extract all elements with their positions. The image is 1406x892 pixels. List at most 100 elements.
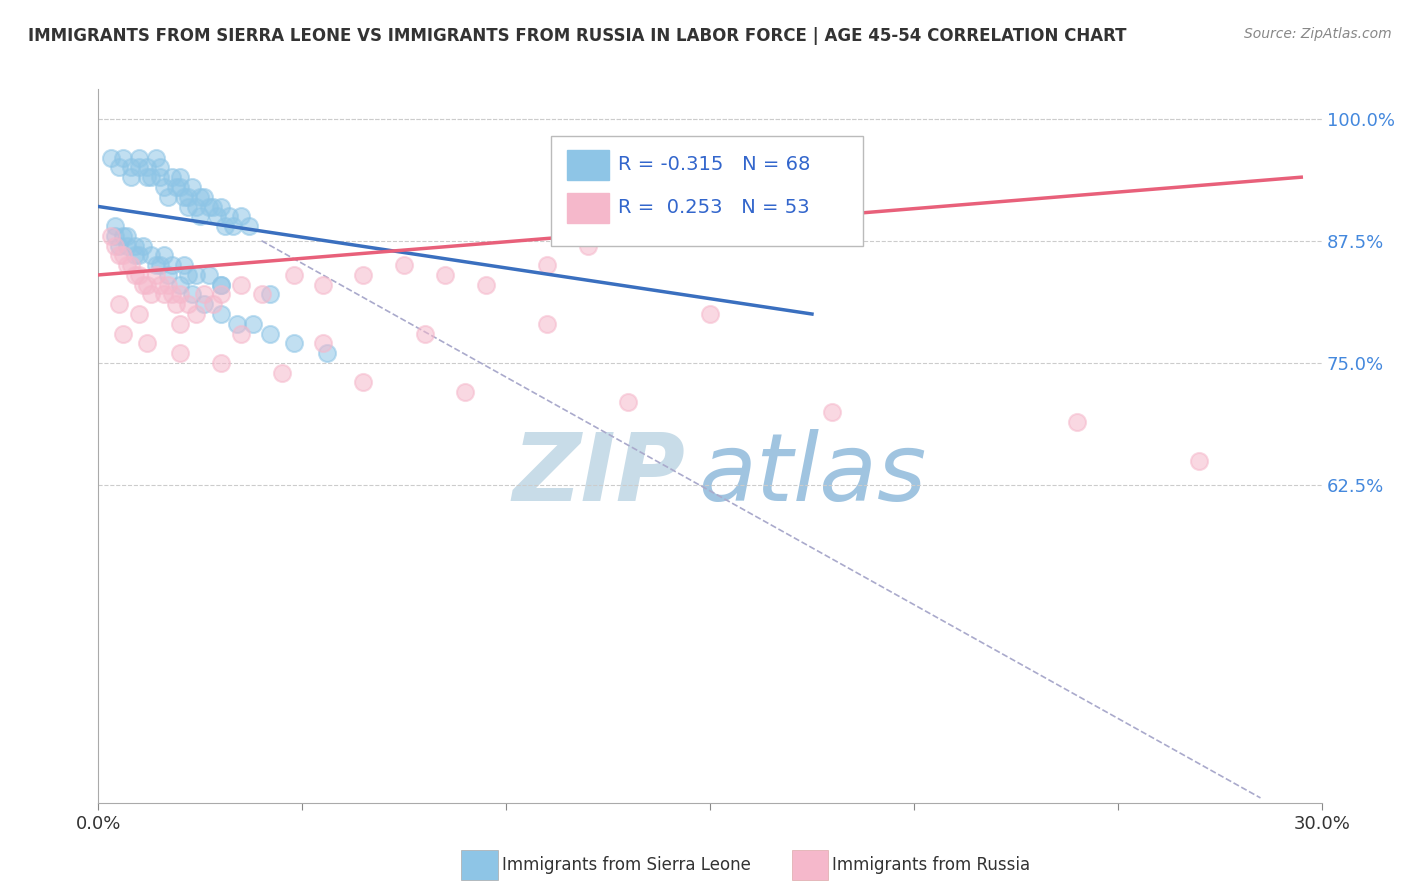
Point	[576, 238, 599, 252]
Point	[152, 287, 174, 301]
Point	[160, 258, 183, 272]
Point	[111, 248, 134, 262]
Point	[238, 219, 260, 233]
Point	[124, 268, 146, 282]
Point	[152, 180, 174, 194]
Point	[104, 228, 127, 243]
Point	[821, 405, 844, 419]
Point	[193, 190, 215, 204]
Point	[312, 277, 335, 292]
Point	[141, 170, 163, 185]
Point	[149, 170, 172, 185]
Point	[124, 238, 146, 252]
Point	[169, 180, 191, 194]
Point	[186, 307, 208, 321]
Text: Source: ZipAtlas.com: Source: ZipAtlas.com	[1244, 27, 1392, 41]
Point	[259, 326, 281, 341]
Point	[156, 277, 179, 292]
Point	[108, 238, 131, 252]
Point	[1188, 453, 1211, 467]
Point	[124, 248, 146, 262]
Point	[136, 161, 159, 175]
Point	[108, 297, 131, 311]
Point	[181, 180, 204, 194]
Point	[160, 170, 183, 185]
Point	[100, 228, 122, 243]
Point	[104, 219, 127, 233]
Point	[454, 385, 477, 400]
Point	[270, 366, 294, 380]
Point	[209, 200, 232, 214]
Point	[699, 307, 721, 321]
Point	[209, 287, 232, 301]
Point	[658, 170, 681, 185]
Point	[128, 307, 150, 321]
Point	[193, 297, 215, 311]
Point	[156, 268, 179, 282]
Point	[283, 268, 305, 282]
Point	[136, 277, 159, 292]
Point	[197, 200, 219, 214]
Point	[209, 307, 232, 321]
Point	[177, 190, 200, 204]
Text: ZIP: ZIP	[513, 428, 686, 521]
Point	[120, 170, 142, 185]
Point	[120, 161, 142, 175]
Point	[536, 258, 558, 272]
Point	[141, 287, 163, 301]
Point	[209, 356, 232, 370]
Text: Immigrants from Sierra Leone: Immigrants from Sierra Leone	[502, 856, 751, 874]
Point	[100, 151, 122, 165]
Point	[111, 326, 134, 341]
Point	[218, 209, 240, 223]
Point	[205, 209, 228, 223]
Point	[149, 161, 172, 175]
Point	[352, 268, 374, 282]
Point	[132, 238, 155, 252]
Point	[315, 346, 337, 360]
Point	[149, 277, 172, 292]
Point	[173, 190, 195, 204]
Point	[169, 277, 191, 292]
Point	[115, 228, 138, 243]
Text: IMMIGRANTS FROM SIERRA LEONE VS IMMIGRANTS FROM RUSSIA IN LABOR FORCE | AGE 45-5: IMMIGRANTS FROM SIERRA LEONE VS IMMIGRAN…	[28, 27, 1126, 45]
FancyBboxPatch shape	[567, 193, 609, 223]
Point	[177, 297, 200, 311]
Point	[136, 170, 159, 185]
Point	[392, 258, 416, 272]
Point	[231, 209, 253, 223]
Text: Immigrants from Russia: Immigrants from Russia	[832, 856, 1031, 874]
Point	[283, 336, 305, 351]
FancyBboxPatch shape	[567, 150, 609, 180]
Point	[108, 248, 131, 262]
Point	[169, 317, 191, 331]
Point	[231, 326, 253, 341]
Point	[617, 395, 640, 409]
Point	[209, 277, 232, 292]
Point	[201, 297, 224, 311]
Point	[231, 277, 253, 292]
Point	[111, 151, 134, 165]
Point	[413, 326, 436, 341]
Point	[209, 277, 232, 292]
Point	[250, 287, 273, 301]
Point	[1066, 415, 1088, 429]
Point	[145, 151, 167, 165]
Point	[128, 161, 150, 175]
Point	[173, 258, 195, 272]
Point	[160, 287, 183, 301]
Point	[193, 287, 215, 301]
Point	[165, 297, 187, 311]
Point	[128, 151, 150, 165]
Point	[165, 180, 187, 194]
Point	[259, 287, 281, 301]
Point	[136, 336, 159, 351]
Point	[108, 161, 131, 175]
Point	[434, 268, 457, 282]
Point	[312, 336, 335, 351]
Text: R = -0.315   N = 68: R = -0.315 N = 68	[619, 155, 811, 174]
Point	[214, 219, 236, 233]
Text: R =  0.253   N = 53: R = 0.253 N = 53	[619, 198, 810, 217]
Point	[145, 268, 167, 282]
Point	[132, 277, 155, 292]
